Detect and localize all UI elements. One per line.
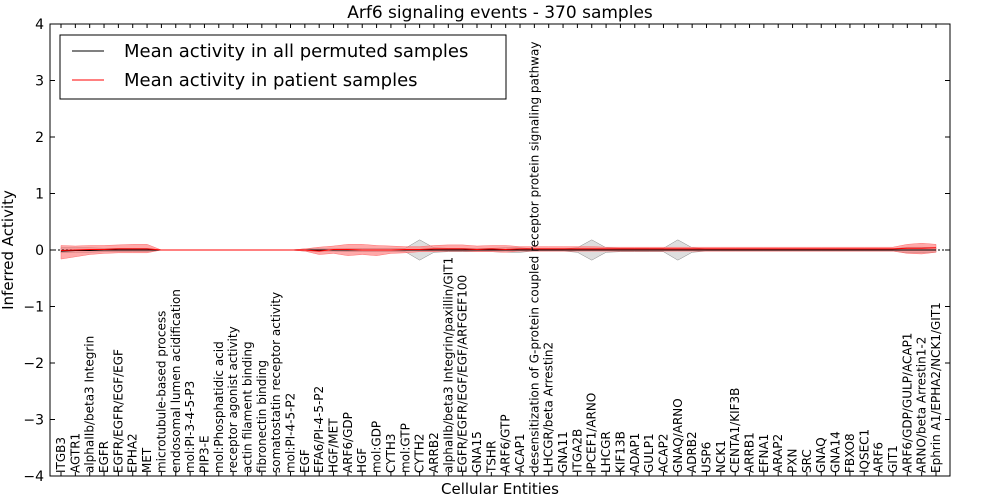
x-tick-label: LHCGR	[599, 431, 613, 473]
x-tick-label: KIF13B	[613, 431, 627, 473]
y-tick-label: 3	[35, 74, 44, 90]
x-tick-label: TSHR	[484, 441, 498, 474]
x-tick-label: ARF6/GDP/GULP/ACAP1	[900, 333, 914, 473]
x-tick-label: mol:PI-4-5-P2	[284, 393, 298, 473]
legend-label: Mean activity in all permuted samples	[124, 41, 468, 62]
legend: Mean activity in all permuted samples Mea…	[59, 34, 507, 100]
x-tick-label: EGF	[298, 449, 312, 473]
x-tick-label: alphaIIb/beta3 Integrin	[83, 336, 97, 473]
x-tick-label: GNA14	[829, 431, 843, 473]
x-tick-label: alphaIIb/beta3 Integrin/paxillin/GIT1	[441, 257, 455, 473]
x-tick-label: ADAP1	[628, 433, 642, 473]
x-tick-label: EGFR/EGFR/EGF/EGF/ARFGEF100	[456, 275, 470, 473]
x-tick-label: fibronectin binding	[255, 360, 269, 473]
x-tick-label: NCK1	[714, 440, 728, 473]
y-tick-label: 0	[35, 243, 44, 259]
y-tick-label: 1	[35, 187, 44, 203]
y-axis-label: Inferred Activity	[0, 190, 17, 310]
x-tick-label: somatostatin receptor activity	[269, 292, 283, 473]
x-tick-label: endosomal lumen acidification	[169, 289, 183, 473]
x-tick-label: GNA15	[470, 431, 484, 473]
x-tick-label: actin filament binding	[240, 341, 254, 473]
x-tick-label: mol:Phosphatidic acid	[212, 341, 226, 473]
y-tick-label: −1	[23, 300, 44, 316]
x-tick-label: EGFR	[97, 441, 111, 473]
x-tick-label: GNAQ	[814, 437, 828, 473]
x-tick-label: ARF6/GTP	[499, 414, 513, 473]
y-axis: 4 3 2 1 0 −1 −2 −3 −4	[23, 17, 950, 485]
y-tick-label: −2	[23, 356, 44, 372]
y-tick-label: 4	[35, 17, 44, 33]
x-tick-label: EGFR/EGFR/EGF/EGF	[111, 349, 125, 473]
x-tick-label: mol:GTP	[398, 423, 412, 473]
x-tick-label: ARAP2	[771, 434, 785, 473]
y-tick-label: −4	[23, 469, 44, 485]
x-tick-label: ARRB2	[427, 432, 441, 473]
x-tick-label: CENTA1/KIF3B	[728, 388, 742, 473]
x-tick-label: AGTR1	[68, 433, 82, 473]
x-tick-label: EFA6/PI-4-5-P2	[312, 386, 326, 473]
x-tick-label: CYTH2	[413, 434, 427, 474]
x-tick-label: ARF6/GDP	[341, 412, 355, 473]
x-tick-label: ARF6	[872, 442, 886, 473]
x-tick-label: ITGB3	[54, 437, 68, 473]
band-series-1	[60, 242, 937, 260]
x-tick-label: mol:GDP	[370, 421, 384, 473]
x-tick-label: receptor agonist activity	[226, 326, 240, 473]
x-axis: ITGB3 AGTR1 alphaIIb/beta3 Integrin EGFR EGF…	[54, 24, 943, 476]
x-tick-label: GNAQ/ARNO	[671, 398, 685, 473]
y-tick-label: −3	[23, 413, 44, 429]
x-tick-label: PXN	[786, 449, 800, 473]
x-tick-label: Ephrin A1/EPHA2/NCK1/GIT1	[929, 302, 943, 473]
x-tick-label: ADRB2	[685, 431, 699, 473]
x-tick-label: EPHA2	[126, 433, 140, 473]
x-tick-label: CYTH3	[384, 434, 398, 474]
x-tick-label: USP6	[699, 442, 713, 473]
x-tick-label: IPCEF1/ARNO	[585, 393, 599, 473]
x-tick-label: desensitization of G-protein coupled rec…	[527, 42, 541, 473]
x-tick-label: FBXO8	[843, 433, 857, 473]
x-tick-label: LHCGR/beta Arrestin2	[542, 342, 556, 473]
x-tick-label: EFNA1	[757, 434, 771, 473]
x-tick-label: PIP3-E	[197, 435, 211, 473]
x-tick-label: ARRB1	[743, 432, 757, 473]
line-series-1	[60, 247, 937, 252]
x-tick-label: GNA11	[556, 431, 570, 473]
x-tick-label: ITGA2B	[570, 429, 584, 473]
x-tick-label: GULP1	[642, 433, 656, 473]
x-tick-label: ACAP2	[656, 434, 670, 473]
x-tick-label: ACAP1	[513, 434, 527, 473]
x-tick-label: IQSEC1	[857, 429, 871, 473]
x-tick-label: HGF/MET	[327, 418, 341, 473]
chart-title: Arf6 signaling events - 370 samples	[347, 3, 653, 23]
y-tick-label: 2	[35, 130, 44, 146]
x-tick-label: microtubule-based process	[154, 311, 168, 473]
x-tick-label: SRC	[800, 449, 814, 473]
x-tick-label: MET	[140, 447, 154, 473]
x-tick-label: GIT1	[886, 445, 900, 473]
x-tick-label: HGF	[355, 448, 369, 473]
legend-label: Mean activity in patient samples	[124, 70, 418, 91]
series-lines	[60, 247, 937, 252]
legend-box	[59, 34, 507, 100]
x-tick-label: mol:PI-3-4-5-P3	[183, 381, 197, 473]
x-axis-label: Cellular Entities	[441, 480, 559, 498]
x-tick-label: ARNO/beta Arrestin1-2	[915, 337, 929, 473]
